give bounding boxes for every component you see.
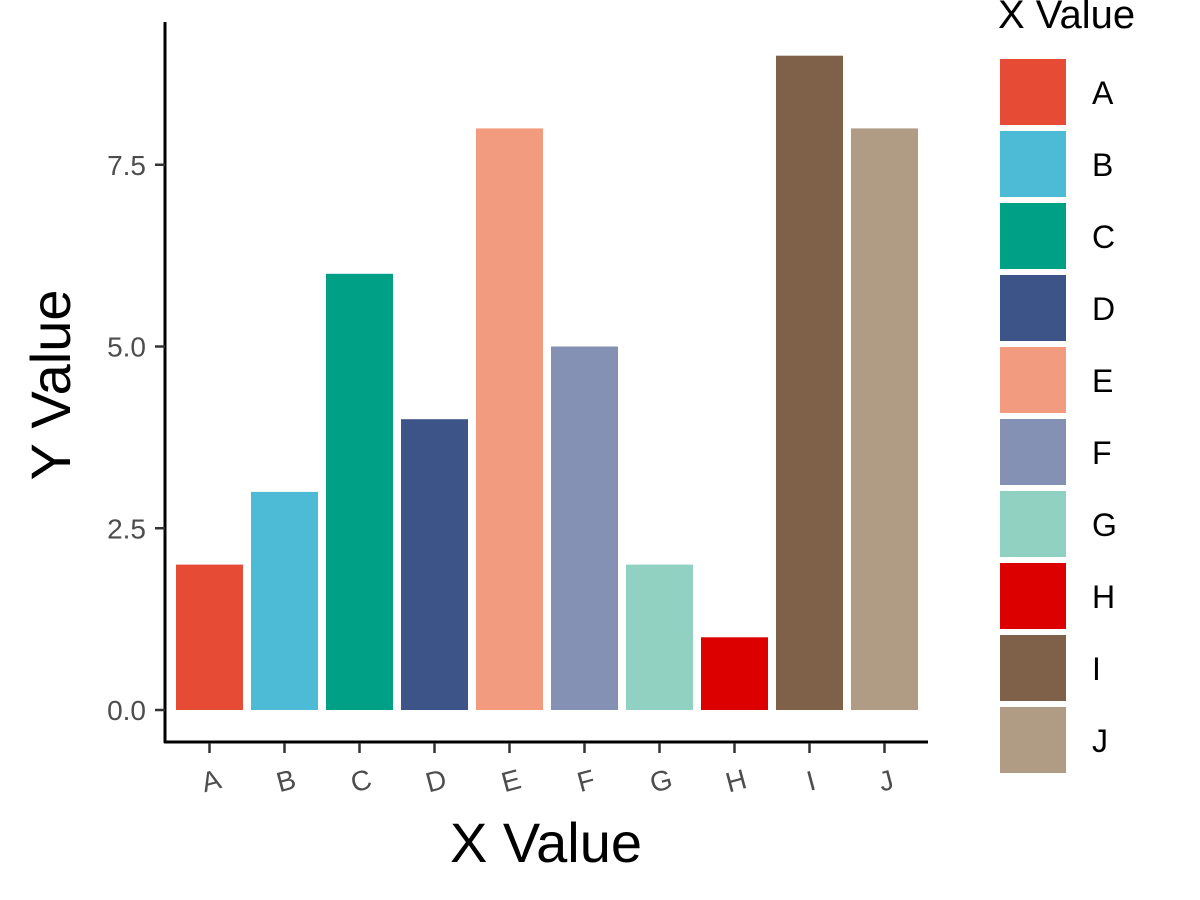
x-tick-label-c: C bbox=[347, 763, 375, 798]
legend-key-b bbox=[1000, 131, 1066, 197]
x-tick-label-d: D bbox=[422, 763, 450, 798]
legend-key-g bbox=[1000, 491, 1066, 557]
x-tick-label-h: H bbox=[722, 763, 750, 798]
legend-label-h: H bbox=[1092, 579, 1115, 615]
x-tick-label-f: F bbox=[574, 764, 599, 798]
x-tick-label-e: E bbox=[498, 763, 524, 798]
bar-e bbox=[476, 128, 543, 710]
y-tick-label: 2.5 bbox=[107, 513, 146, 544]
x-tick-label-b: B bbox=[273, 763, 299, 798]
legend-key-d bbox=[1000, 275, 1066, 341]
legend-label-d: D bbox=[1092, 291, 1115, 327]
bar-c bbox=[326, 273, 393, 710]
legend-label-e: E bbox=[1092, 363, 1113, 399]
x-tick-label-a: A bbox=[198, 763, 224, 798]
legend-key-c bbox=[1000, 203, 1066, 269]
legend-label-c: C bbox=[1092, 219, 1115, 255]
legend-key-f bbox=[1000, 419, 1066, 485]
legend-label-a: A bbox=[1092, 75, 1114, 111]
y-tick-label: 7.5 bbox=[107, 150, 146, 181]
legend-label-b: B bbox=[1092, 147, 1113, 183]
bar-a bbox=[176, 564, 243, 710]
legend-key-h bbox=[1000, 563, 1066, 629]
bar-h bbox=[701, 637, 768, 710]
legend-label-f: F bbox=[1092, 435, 1112, 471]
legend-key-a bbox=[1000, 59, 1066, 125]
bar-d bbox=[401, 419, 468, 710]
x-ticks-group: A B C D E F G H I J bbox=[198, 743, 897, 799]
bars-group bbox=[176, 55, 918, 710]
bar-i bbox=[776, 55, 843, 710]
x-tick-label-i: I bbox=[803, 765, 819, 797]
y-axis-title: Y Value bbox=[19, 290, 82, 481]
bar-b bbox=[251, 491, 318, 710]
x-axis-title: X Value bbox=[450, 811, 642, 874]
legend-key-j bbox=[1000, 707, 1066, 773]
legend-title: X Value bbox=[998, 0, 1135, 37]
legend-label-g: G bbox=[1092, 507, 1117, 543]
bar-f bbox=[551, 346, 618, 710]
bar-j bbox=[851, 128, 918, 710]
x-tick-label-g: G bbox=[647, 763, 676, 799]
legend-key-i bbox=[1000, 635, 1066, 701]
legend-label-j: J bbox=[1092, 723, 1108, 759]
y-tick-label: 5.0 bbox=[107, 332, 146, 363]
legend-key-e bbox=[1000, 347, 1066, 413]
y-tick-label: 0.0 bbox=[107, 695, 146, 726]
y-ticks-group: 0.0 2.5 5.0 7.5 bbox=[107, 150, 165, 726]
x-tick-label-j: J bbox=[875, 764, 897, 798]
bar-g bbox=[626, 564, 693, 710]
legend-label-i: I bbox=[1092, 651, 1101, 687]
